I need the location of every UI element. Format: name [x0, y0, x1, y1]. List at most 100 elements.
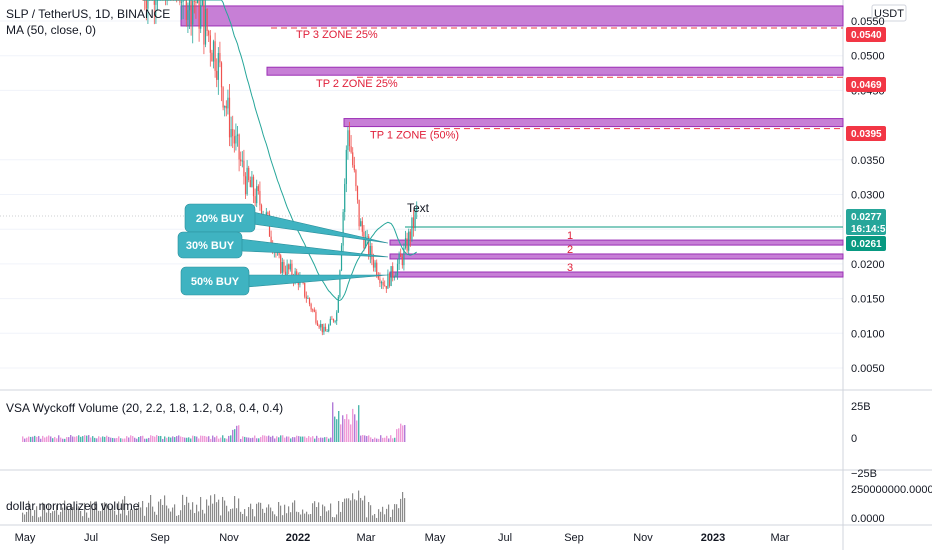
candle-body	[377, 275, 379, 279]
vsa-bar	[334, 416, 336, 442]
vsa-legend[interactable]: VSA Wyckoff Volume (20, 2.2, 1.8, 1.2, 0…	[6, 401, 283, 415]
dollar-volume-bar	[272, 511, 274, 522]
time-axis[interactable]: May Jul Sep Nov 2022 Mar May Jul Sep Nov 2023 Mar	[15, 532, 790, 544]
candle-body	[342, 212, 344, 246]
price-axis[interactable]: 0.05500.05000.04500.03500.03000.02500.02…	[851, 16, 885, 375]
vsa-bar	[172, 436, 174, 442]
vsa-bar	[344, 419, 346, 442]
candle-body	[336, 312, 338, 322]
vsa-bar	[24, 438, 26, 442]
vsa-bar	[98, 436, 100, 442]
dollar-volume-bar	[170, 511, 172, 522]
vsa-bar	[108, 436, 110, 442]
candle-body	[307, 298, 309, 299]
dollar-volume-bar	[306, 511, 308, 522]
candle-body	[324, 326, 327, 332]
vsa-bar	[142, 435, 144, 442]
dollar-volume-bar	[296, 511, 298, 522]
dollar-volume-bar	[362, 500, 364, 522]
vsa-bar	[118, 436, 120, 442]
currency-badge[interactable]: USDT	[871, 4, 907, 22]
candle-body	[278, 250, 280, 256]
candle-body	[305, 296, 307, 299]
dollar-volume-bar	[294, 500, 296, 522]
vsa-bar	[278, 437, 280, 442]
dollar-volume-bar	[132, 509, 134, 522]
dollar-volume-bar	[236, 508, 238, 522]
dollar-volume-bar	[52, 511, 54, 522]
dollar-volume-bar	[24, 514, 26, 522]
dollar-volume-bar	[208, 505, 210, 522]
take-profit-zone	[266, 66, 844, 76]
vsa-bar	[132, 436, 134, 442]
dollar-volume-bar	[400, 498, 402, 522]
dollar-volume-bar	[204, 513, 206, 522]
dollar-volume-bar	[40, 516, 42, 522]
candle-body	[240, 159, 242, 162]
dollar-volume-bar	[144, 515, 146, 522]
time-tick-label: Sep	[564, 532, 584, 544]
dollar-volume-bar	[44, 503, 46, 522]
dollar-volume-bar	[184, 505, 186, 522]
candle-body	[241, 160, 243, 162]
vsa-bar	[402, 425, 404, 442]
candle-body	[257, 186, 259, 192]
dollar-volume-bar	[140, 507, 142, 522]
candle-body	[316, 322, 319, 326]
candle-body	[355, 170, 357, 187]
buy-callouts: 20% BUY 30% BUY 50% BUY	[177, 203, 389, 296]
vsa-bar	[262, 435, 264, 442]
vsa-bar	[342, 415, 344, 442]
vsa-tick-label: 0	[851, 433, 857, 445]
price-tag: 0.0469	[846, 77, 886, 92]
candle-body	[211, 52, 213, 62]
vsa-bar	[140, 436, 142, 442]
annotation-text[interactable]: Text	[407, 201, 430, 215]
dollar-volume-bar	[238, 498, 240, 522]
dollar-volume-bar	[264, 512, 266, 522]
candle-body	[180, 1, 183, 3]
price-tag-value: 0.0469	[851, 80, 882, 91]
grid-lines	[0, 20, 843, 369]
vsa-bar	[378, 438, 380, 442]
candle-body	[289, 263, 291, 270]
dollar-volume-bar	[36, 506, 38, 522]
vsa-bar	[176, 436, 178, 442]
dollar-volume-bar	[104, 502, 106, 522]
dollar-volume-bar	[180, 510, 182, 522]
dollar-volume-bar	[136, 507, 138, 522]
candle-body	[379, 278, 381, 284]
dollar-volume-bar	[102, 502, 104, 522]
candle-body	[227, 97, 229, 109]
candle-body	[414, 211, 416, 229]
ma-legend[interactable]: MA (50, close, 0)	[6, 23, 96, 37]
callout-box	[177, 231, 243, 259]
dollar-volume-bar	[312, 503, 314, 522]
vsa-bar	[106, 435, 108, 442]
vsa-bar	[40, 438, 42, 442]
dollar-volume-bar	[190, 509, 192, 522]
vsa-bar	[368, 435, 370, 442]
price-tag-value: 0.0261	[851, 239, 882, 250]
candle-body	[193, 1, 195, 3]
dollar-volume-bar	[216, 502, 218, 522]
candle-body	[145, 0, 147, 9]
vsa-bar	[404, 425, 406, 442]
vsa-bar	[234, 429, 236, 442]
candle-body	[249, 180, 251, 188]
candle-body	[345, 149, 347, 184]
candle-body	[406, 238, 408, 251]
dollar-volume-bar	[114, 510, 116, 522]
dnv-legend[interactable]: dollar normalized volume	[6, 499, 140, 513]
vsa-bar	[314, 438, 316, 442]
symbol-legend[interactable]: SLP / TetherUS, 1D, BINANCE	[6, 7, 170, 21]
dollar-volume-bar	[192, 502, 194, 522]
dollar-volume-bar	[60, 511, 62, 522]
candle-body	[390, 266, 392, 286]
dollar-volume-bar	[234, 496, 236, 522]
take-profit-zone	[180, 5, 844, 27]
dollar-volume-bar	[106, 503, 108, 522]
vsa-bar	[48, 435, 50, 442]
candle-body	[182, 0, 184, 2]
